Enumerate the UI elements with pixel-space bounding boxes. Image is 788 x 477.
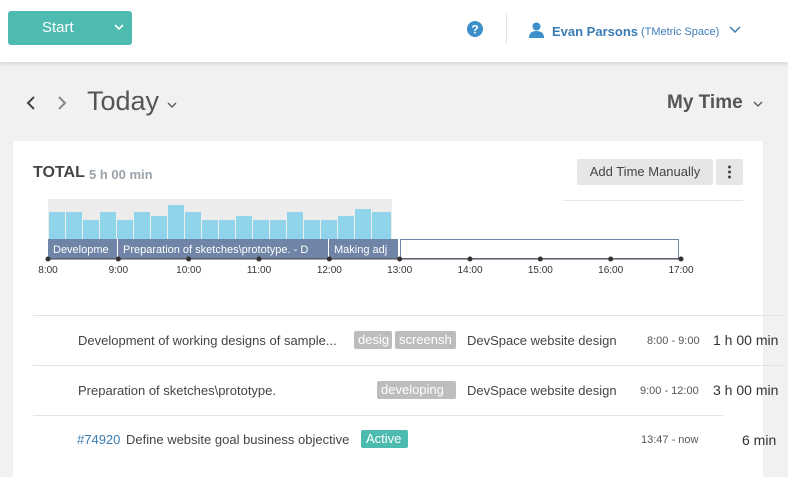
entry-task[interactable]: Development of working designs of sample… [78,333,337,348]
entry-id[interactable]: #74920 [77,432,121,447]
hour-dot [45,256,51,262]
hour-label: 14:00 [457,265,482,276]
entry-duration: 3 h 00 min [713,382,779,398]
hour-dot [256,256,262,262]
svg-text:?: ? [471,23,478,37]
hour-dot [115,256,121,262]
hour-dot [608,256,614,262]
hour-dot [678,256,684,262]
divider [506,14,507,44]
start-dropdown[interactable] [114,24,124,32]
entry-duration: 6 min [742,432,777,448]
entry-task[interactable]: Preparation of sketches\prototype. [78,383,277,398]
prev-day[interactable] [26,96,35,110]
segment[interactable] [118,239,328,259]
hour-label: 12:00 [317,265,342,276]
hour-label: 17:00 [668,265,693,276]
entry-status: Active [361,430,408,448]
entry-project[interactable]: DevSpace website design [467,333,617,348]
entry-duration: 1 h 00 min [713,332,779,348]
separator [33,415,723,416]
view-dropdown[interactable] [753,101,763,108]
total-duration: 5 h 00 min [89,167,153,182]
segment-label: Preparation of sketches\prototype. - D [123,244,308,256]
date-nav [26,96,67,110]
top-bar: Start ? Evan Parsons (TMetric Space) [0,0,788,62]
hour-dot [397,256,403,262]
segment[interactable] [48,239,117,259]
hour-dot [537,256,543,262]
entry-project[interactable]: DevSpace website design [467,383,617,398]
hour-label: 13:00 [387,265,412,276]
hour-dot [186,256,192,262]
date-label[interactable]: Today [87,86,160,116]
total-label: TOTAL [33,164,85,181]
user-name[interactable]: Evan Parsons [552,24,638,39]
segment[interactable] [329,239,398,259]
segment-label: Developme [53,244,109,256]
user-icon [529,22,544,38]
date-dropdown[interactable] [167,102,177,109]
divider [563,200,743,201]
hour-dot [326,256,332,262]
separator [33,315,783,316]
separator [33,365,783,366]
next-day[interactable] [58,96,67,110]
help-icon[interactable]: ? [467,21,483,37]
entry-tag: desig [354,331,392,349]
hour-label: 10:00 [176,265,201,276]
entry-tag: developing [377,381,456,399]
more-button[interactable] [716,159,743,185]
timeline: Developme Preparation of sketches\protot… [38,199,694,276]
hour-label: 16:00 [598,265,623,276]
segment-label: Making adj [334,244,387,256]
start-button[interactable]: Start [8,11,132,45]
hour-label: 15:00 [528,265,553,276]
entry-tag: screensh [395,331,456,349]
user-dropdown[interactable] [729,26,741,34]
hour-label: 9:00 [109,265,129,276]
add-time-button[interactable]: Add Time Manually [577,159,713,185]
entry-time-range: 8:00 - 9:00 [647,335,700,347]
entry-time-range: 9:00 - 12:00 [640,385,699,397]
hour-label: 11:00 [247,265,272,276]
entry-time-range: 13:47 - now [641,434,699,446]
hour-dot [467,256,473,262]
view-label[interactable]: My Time [667,92,743,113]
empty-range [400,239,679,259]
workspace-name[interactable]: (TMetric Space) [641,26,720,38]
start-label: Start [42,19,74,36]
card [13,141,763,477]
activity-bars [49,205,391,239]
hour-label: 8:00 [38,265,58,276]
entry-task[interactable]: Define website goal business objective [126,432,350,447]
